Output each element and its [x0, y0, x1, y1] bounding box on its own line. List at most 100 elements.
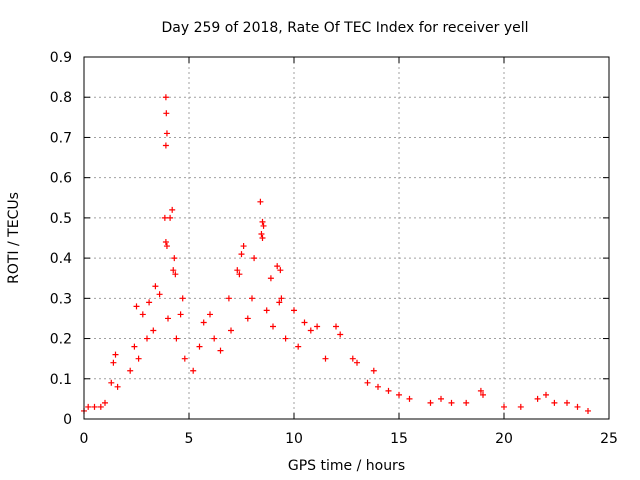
data-point — [177, 311, 184, 318]
data-point — [217, 347, 224, 354]
data-point — [207, 311, 213, 318]
data-point — [543, 391, 549, 398]
data-point — [517, 403, 524, 410]
y-tick-label: 0.6 — [50, 171, 72, 187]
data-point — [170, 267, 177, 274]
data-point — [277, 267, 284, 274]
data-point — [169, 206, 176, 213]
data-point — [337, 331, 344, 338]
y-tick-label: 0.5 — [50, 211, 72, 227]
x-tick-label: 0 — [80, 431, 89, 447]
data-point — [257, 198, 264, 205]
data-point — [167, 214, 174, 221]
x-tick-label: 5 — [185, 431, 194, 447]
data-point — [173, 335, 180, 342]
data-point — [438, 395, 444, 402]
data-point — [196, 343, 203, 350]
y-tick-labels: 0 0.1 0.2 0.3 0.4 0.5 0.6 0.7 0.8 0.9 — [50, 50, 72, 428]
data-point — [156, 291, 163, 298]
y-tick-label: 0.2 — [50, 332, 72, 348]
data-point — [144, 335, 150, 342]
data-point — [190, 367, 197, 374]
data-point — [291, 307, 297, 314]
data-point — [564, 399, 570, 406]
data-point — [480, 391, 486, 398]
data-point — [322, 355, 329, 362]
data-point — [163, 110, 170, 117]
data-point — [127, 367, 134, 374]
data-point — [375, 383, 381, 390]
data-point — [260, 222, 267, 229]
data-point — [162, 142, 169, 149]
data-point — [163, 130, 170, 137]
data-point — [225, 295, 232, 302]
data-point — [301, 319, 308, 326]
data-point — [534, 395, 541, 402]
data-point — [406, 395, 413, 402]
data-point — [152, 283, 159, 290]
data-point — [427, 399, 434, 406]
data-point — [85, 403, 92, 410]
data-point — [211, 335, 218, 342]
data-points — [81, 94, 591, 414]
data-point — [251, 255, 258, 262]
y-tick-label: 0.7 — [50, 130, 72, 146]
data-point — [97, 403, 104, 410]
data-point — [150, 327, 157, 334]
data-point — [396, 391, 402, 398]
y-tick-label: 0.4 — [50, 251, 72, 267]
data-point — [228, 327, 234, 334]
data-point — [270, 323, 276, 330]
data-point — [114, 383, 121, 390]
data-point — [163, 243, 170, 250]
data-point — [133, 303, 140, 310]
data-point — [259, 218, 266, 225]
data-point — [314, 323, 321, 330]
data-point — [259, 235, 266, 241]
data-point — [295, 343, 302, 350]
data-point — [108, 379, 115, 386]
y-tick-label: 0.3 — [50, 291, 72, 307]
data-point — [477, 387, 484, 394]
data-point — [172, 271, 179, 278]
data-point — [267, 275, 274, 282]
data-point — [131, 343, 138, 350]
data-point — [307, 327, 314, 334]
grid-lines — [84, 57, 609, 419]
data-point — [102, 399, 108, 406]
data-point — [234, 267, 241, 274]
data-point — [278, 295, 285, 302]
data-point — [181, 355, 188, 362]
data-point — [238, 251, 245, 258]
data-point — [574, 403, 581, 410]
x-axis-label: GPS time / hours — [288, 458, 405, 474]
data-point — [244, 315, 251, 322]
data-point — [276, 299, 283, 306]
x-tick-label: 25 — [600, 431, 618, 447]
data-point — [385, 387, 392, 394]
data-point — [179, 295, 186, 302]
data-point — [263, 307, 270, 314]
data-point — [146, 299, 153, 306]
data-point — [162, 239, 169, 246]
y-tick-label: 0 — [63, 412, 72, 428]
x-tick-labels: 0 5 10 15 20 25 — [80, 431, 618, 447]
data-point — [200, 319, 207, 326]
data-point — [110, 359, 117, 366]
data-point — [240, 243, 247, 250]
data-point — [370, 367, 377, 374]
axis-ticks — [83, 56, 610, 420]
y-axis-label: ROTI / TECUs — [6, 192, 22, 284]
y-tick-label: 0.9 — [50, 50, 72, 66]
data-point — [501, 403, 507, 410]
chart-title: Day 259 of 2018, Rate Of TEC Index for r… — [161, 20, 528, 36]
data-point — [585, 407, 591, 414]
data-point — [349, 355, 356, 362]
data-point — [135, 355, 142, 362]
data-point — [161, 214, 168, 221]
data-point — [551, 399, 558, 406]
data-point — [364, 379, 371, 386]
data-point — [139, 311, 146, 318]
